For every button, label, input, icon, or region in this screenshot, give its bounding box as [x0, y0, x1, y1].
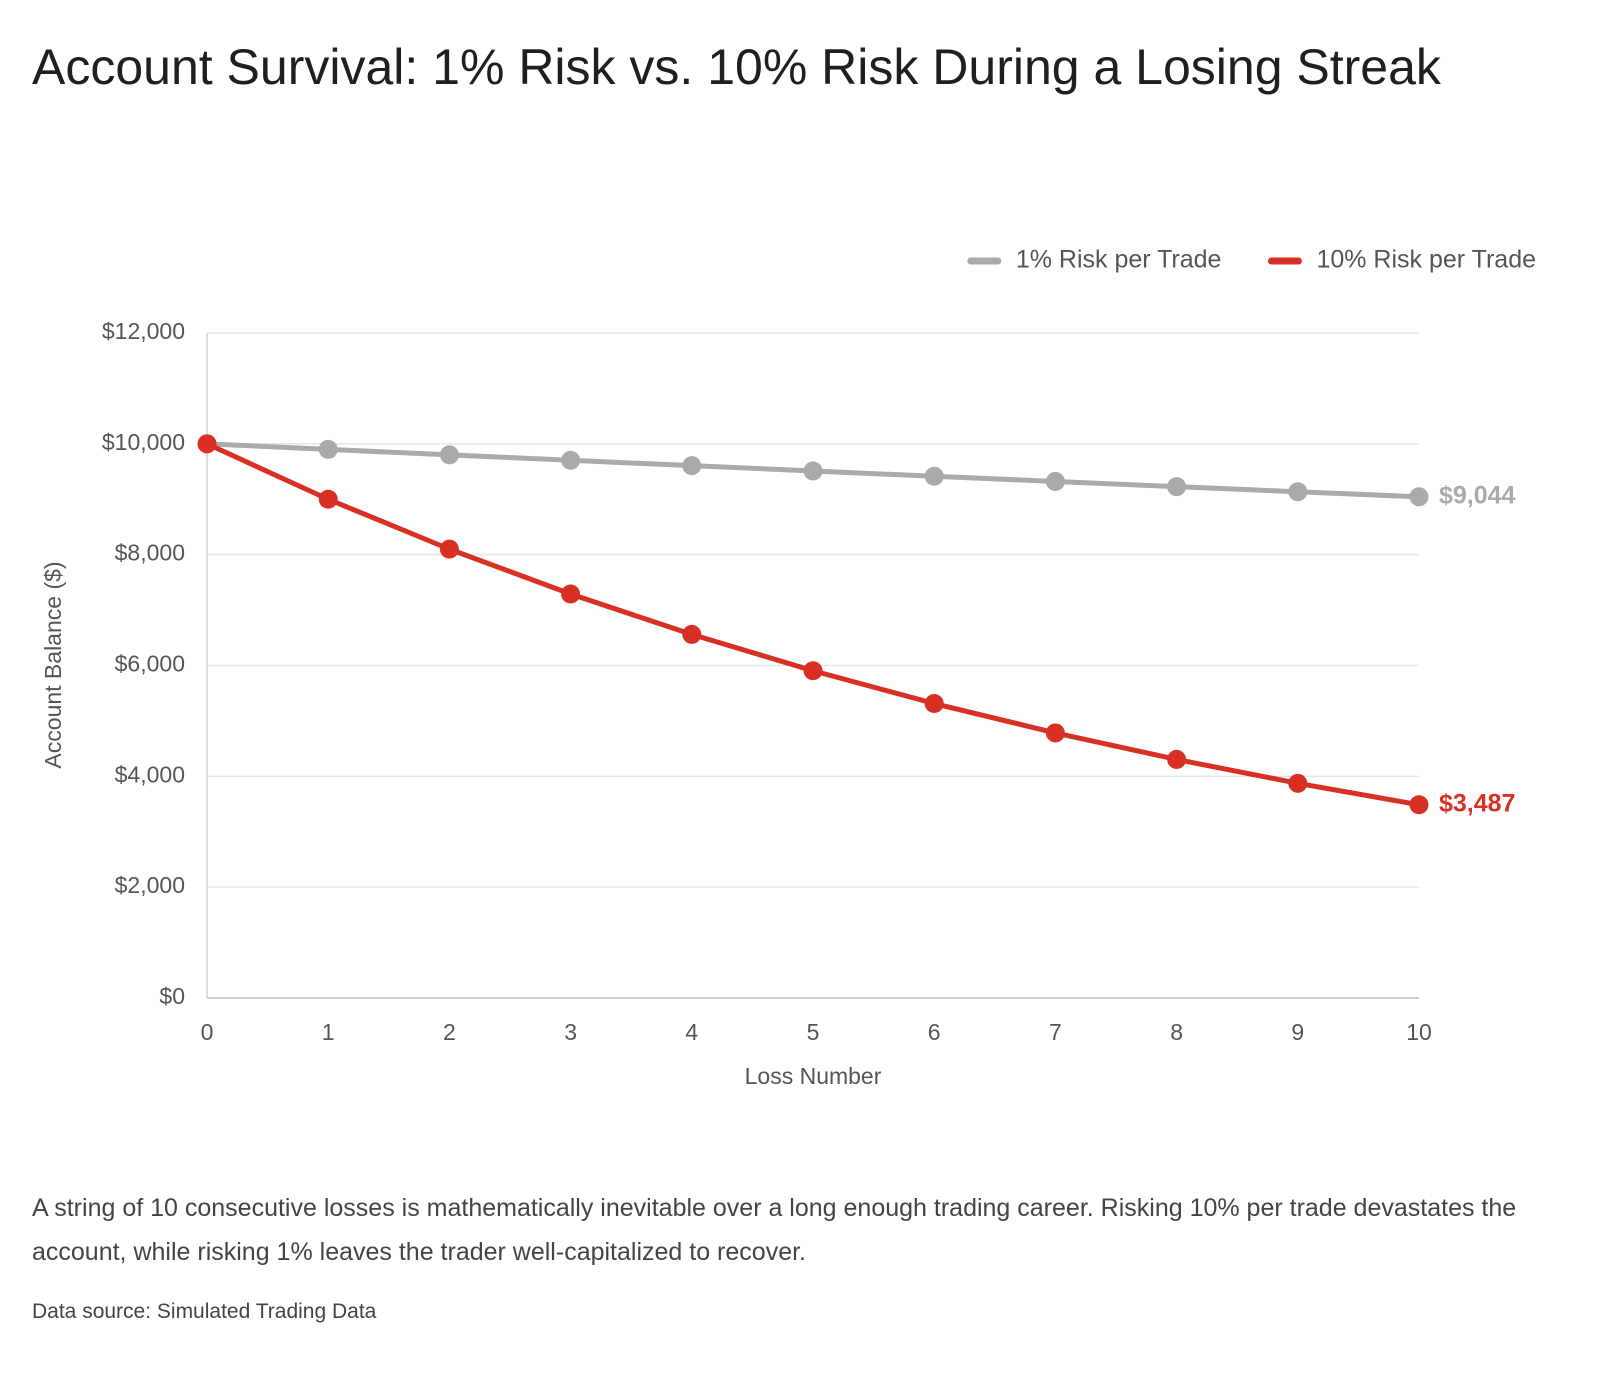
x-tick-label: 1	[322, 1019, 335, 1045]
point	[197, 434, 217, 454]
y-tick-label: $8,000	[115, 540, 185, 566]
y-axis-label: Account Balance ($)	[40, 561, 66, 768]
point	[1167, 749, 1187, 769]
source: Data source: Simulated Trading Data	[32, 1300, 377, 1323]
point	[561, 450, 581, 470]
x-tick-label: 7	[1049, 1019, 1062, 1045]
x-tick-label: 6	[928, 1019, 941, 1045]
caption: A string of 10 consecutive losses is mat…	[32, 1194, 1517, 1266]
x-tick-label: 5	[807, 1019, 820, 1045]
legend-label: 10% Risk per Trade	[1316, 246, 1536, 274]
series-line	[205, 441, 1420, 808]
point	[439, 445, 459, 465]
y-tick-label: $4,000	[115, 761, 185, 787]
point	[1288, 773, 1308, 793]
point	[318, 489, 338, 509]
point	[924, 466, 944, 486]
point	[1409, 795, 1429, 815]
x-tick-label: 10	[1406, 1019, 1432, 1045]
point	[803, 461, 823, 481]
x-tick-label: 9	[1291, 1019, 1304, 1045]
value-label: $3,487	[1439, 789, 1515, 817]
y-tick-label: $0	[159, 983, 185, 1009]
point	[803, 661, 823, 681]
point	[682, 456, 702, 476]
y-tick-label: $12,000	[102, 318, 185, 344]
chart: Account Balance ($) Loss Number $0 $2,000…	[40, 246, 1536, 1089]
point	[439, 539, 459, 559]
x-tick-label: 8	[1170, 1019, 1183, 1045]
y-tick-label: $2,000	[115, 872, 185, 898]
point	[1409, 487, 1429, 507]
point	[924, 694, 944, 714]
y-tick-label: $10,000	[102, 429, 185, 455]
point	[318, 439, 338, 459]
x-tick-label: 2	[443, 1019, 456, 1045]
point	[1045, 723, 1065, 743]
y-tick-label: $6,000	[115, 651, 185, 677]
legend-label: 1% Risk per Trade	[1016, 246, 1222, 274]
chart-title: Account Survival: 1% Risk vs. 10% Risk D…	[32, 39, 1441, 95]
point	[1167, 477, 1187, 497]
x-tick-label: 0	[201, 1019, 214, 1045]
x-tick-label: 4	[685, 1019, 698, 1045]
x-axis-label: Loss Number	[745, 1063, 882, 1089]
x-tick-label: 3	[564, 1019, 577, 1045]
point	[1288, 482, 1308, 502]
point	[561, 584, 581, 604]
point	[1045, 471, 1065, 491]
point	[682, 624, 702, 644]
value-label: $9,044	[1439, 481, 1516, 509]
